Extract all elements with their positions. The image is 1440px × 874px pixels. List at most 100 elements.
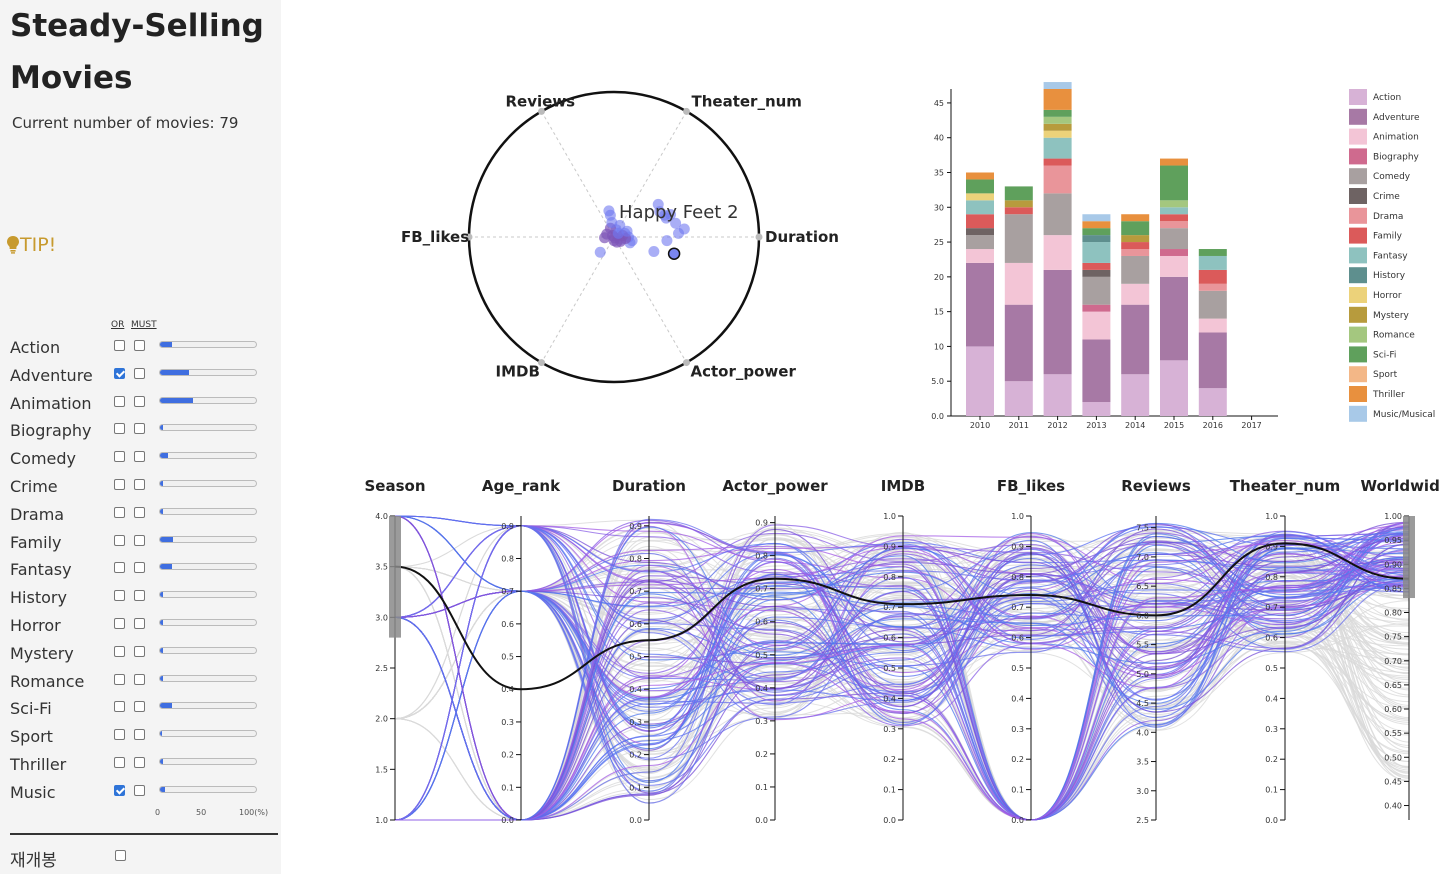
pc-axis-tick-label: 0.4 <box>755 684 768 693</box>
pc-axis-tick-label: 3.5 <box>375 563 388 572</box>
must-checkbox-mystery[interactable] <box>134 645 145 657</box>
must-checkbox-romance[interactable] <box>134 673 145 685</box>
must-checkbox-horror[interactable] <box>134 618 145 629</box>
bar-segment <box>966 193 994 201</box>
or-checkbox-biography[interactable] <box>114 423 125 435</box>
pc-axis-tick-label: 5.5 <box>1136 641 1149 650</box>
bar-segment <box>1198 269 1227 284</box>
or-checkbox-crime[interactable] <box>114 479 125 490</box>
pc-axis-tick-label: 0.7 <box>501 587 514 596</box>
genre-share-bar <box>159 480 257 487</box>
bar-segment <box>1198 388 1227 416</box>
bar-segment <box>1043 89 1072 110</box>
pc-axis-title: Reviews <box>1121 477 1191 495</box>
or-checkbox-mystery[interactable] <box>114 645 125 657</box>
must-checkbox-crime[interactable] <box>134 479 145 490</box>
bar-segment <box>1160 360 1188 416</box>
bar-segment <box>1004 186 1033 201</box>
must-checkbox-biography[interactable] <box>134 423 145 435</box>
or-checkbox-history[interactable] <box>114 590 125 602</box>
pc-axis-tick-label: 2.0 <box>375 715 388 724</box>
bar-segment <box>1198 318 1227 333</box>
or-checkbox-romance[interactable] <box>114 673 125 685</box>
page-title: Steady-Selling Movies <box>10 8 264 96</box>
must-checkbox-family[interactable] <box>134 534 145 546</box>
must-checkbox-fantasy[interactable] <box>134 562 145 574</box>
genre-row-sci-fi: Sci-Fi <box>0 698 281 722</box>
pc-axis-tick-label: 0.7 <box>883 603 896 612</box>
pc-axis-tick-label: 0.1 <box>1011 786 1024 795</box>
must-checkbox-adventure[interactable] <box>134 367 145 379</box>
or-checkbox-fantasy[interactable] <box>114 562 125 574</box>
genre-label: Sci-Fi <box>10 699 52 719</box>
or-checkbox-adventure[interactable] <box>114 367 125 379</box>
pc-axis-tick-label: 0.6 <box>755 618 768 627</box>
radviz-anchor-dot <box>538 359 545 367</box>
or-checkbox-family[interactable] <box>114 534 125 546</box>
pc-axis-tick-label: 0.3 <box>755 717 768 726</box>
bar-segment <box>1160 165 1188 201</box>
bar-segment <box>1004 214 1033 263</box>
genre-label: Comedy <box>10 449 77 469</box>
must-checkbox-action[interactable] <box>134 340 145 351</box>
must-checkbox-music[interactable] <box>134 784 145 796</box>
pc-data-line <box>394 537 1410 821</box>
genre-share-fill <box>160 647 163 653</box>
or-checkbox-action[interactable] <box>114 340 125 351</box>
pc-axis-tick-label: 3.5 <box>1136 758 1149 767</box>
must-checkbox-drama[interactable] <box>134 506 145 518</box>
radviz-anchor-dot <box>538 107 545 115</box>
must-checkbox-sport[interactable] <box>134 729 145 741</box>
bar-segment <box>1004 207 1033 215</box>
pc-axis-tick-label: 0.4 <box>1011 694 1024 703</box>
or-checkbox-sci-fi[interactable] <box>114 701 125 713</box>
pc-data-line <box>395 542 1410 821</box>
must-checkbox-sci-fi[interactable] <box>134 701 145 713</box>
bar-x-tick-label: 2013 <box>1086 421 1106 430</box>
or-checkbox-sport[interactable] <box>114 729 125 741</box>
must-checkbox-comedy[interactable] <box>134 451 145 463</box>
tip-button[interactable]: TIP! <box>6 234 56 256</box>
bar-segment <box>1198 290 1227 319</box>
pc-axis-tick-label: 0.3 <box>629 718 642 727</box>
or-checkbox-drama[interactable] <box>114 506 125 518</box>
pc-axis-tick-label: 1.5 <box>375 765 388 774</box>
or-checkbox-horror[interactable] <box>114 618 125 629</box>
must-checkbox-thriller[interactable] <box>134 757 145 768</box>
legend-swatch <box>1349 306 1367 323</box>
slider-scale-max: 100(%) <box>239 808 269 817</box>
or-checkbox-comedy[interactable] <box>114 451 125 463</box>
legend-label: Sci-Fi <box>1373 350 1396 360</box>
genre-label: Mystery <box>10 643 74 663</box>
reopen-checkbox[interactable] <box>115 850 126 861</box>
or-checkbox-thriller[interactable] <box>114 757 125 768</box>
radviz-anchor-label: Theater_num <box>692 92 802 110</box>
must-checkbox-animation[interactable] <box>134 395 145 407</box>
pc-axis-tick-label: 7.5 <box>1136 524 1149 533</box>
genre-row-sport: Sport <box>0 726 281 750</box>
bar-segment <box>1082 339 1111 403</box>
pc-axis-tick-label: 0.9 <box>755 519 768 528</box>
pc-axis-tick-label: 0.5 <box>883 664 896 673</box>
bar-segment <box>1043 193 1072 236</box>
genre-share-fill <box>160 620 163 625</box>
pc-axis-tick-label: 0.8 <box>883 573 896 582</box>
or-checkbox-animation[interactable] <box>114 395 125 407</box>
pc-axis-tick-label: 0.5 <box>501 653 514 662</box>
legend-label: Family <box>1373 232 1403 242</box>
reopen-label: 재개봉 <box>10 851 57 871</box>
bar-y-tick-label: 40 <box>934 134 944 143</box>
genre-row-adventure: Adventure <box>0 365 281 389</box>
bar-y-tick-label: 10 <box>934 342 944 351</box>
must-checkbox-history[interactable] <box>134 590 145 602</box>
legend-label: Crime <box>1373 192 1400 202</box>
lightbulb-icon <box>7 236 19 254</box>
bar-segment <box>1082 221 1111 229</box>
bar-segment <box>1121 221 1150 236</box>
bar-segment <box>1121 235 1150 243</box>
pc-axis-tick-label: 0.0 <box>1265 816 1278 825</box>
genre-row-comedy: Comedy <box>0 448 281 472</box>
bar-segment <box>1043 269 1072 375</box>
pc-axis-tick-label: 2.5 <box>375 664 388 673</box>
or-checkbox-music[interactable] <box>114 784 125 796</box>
